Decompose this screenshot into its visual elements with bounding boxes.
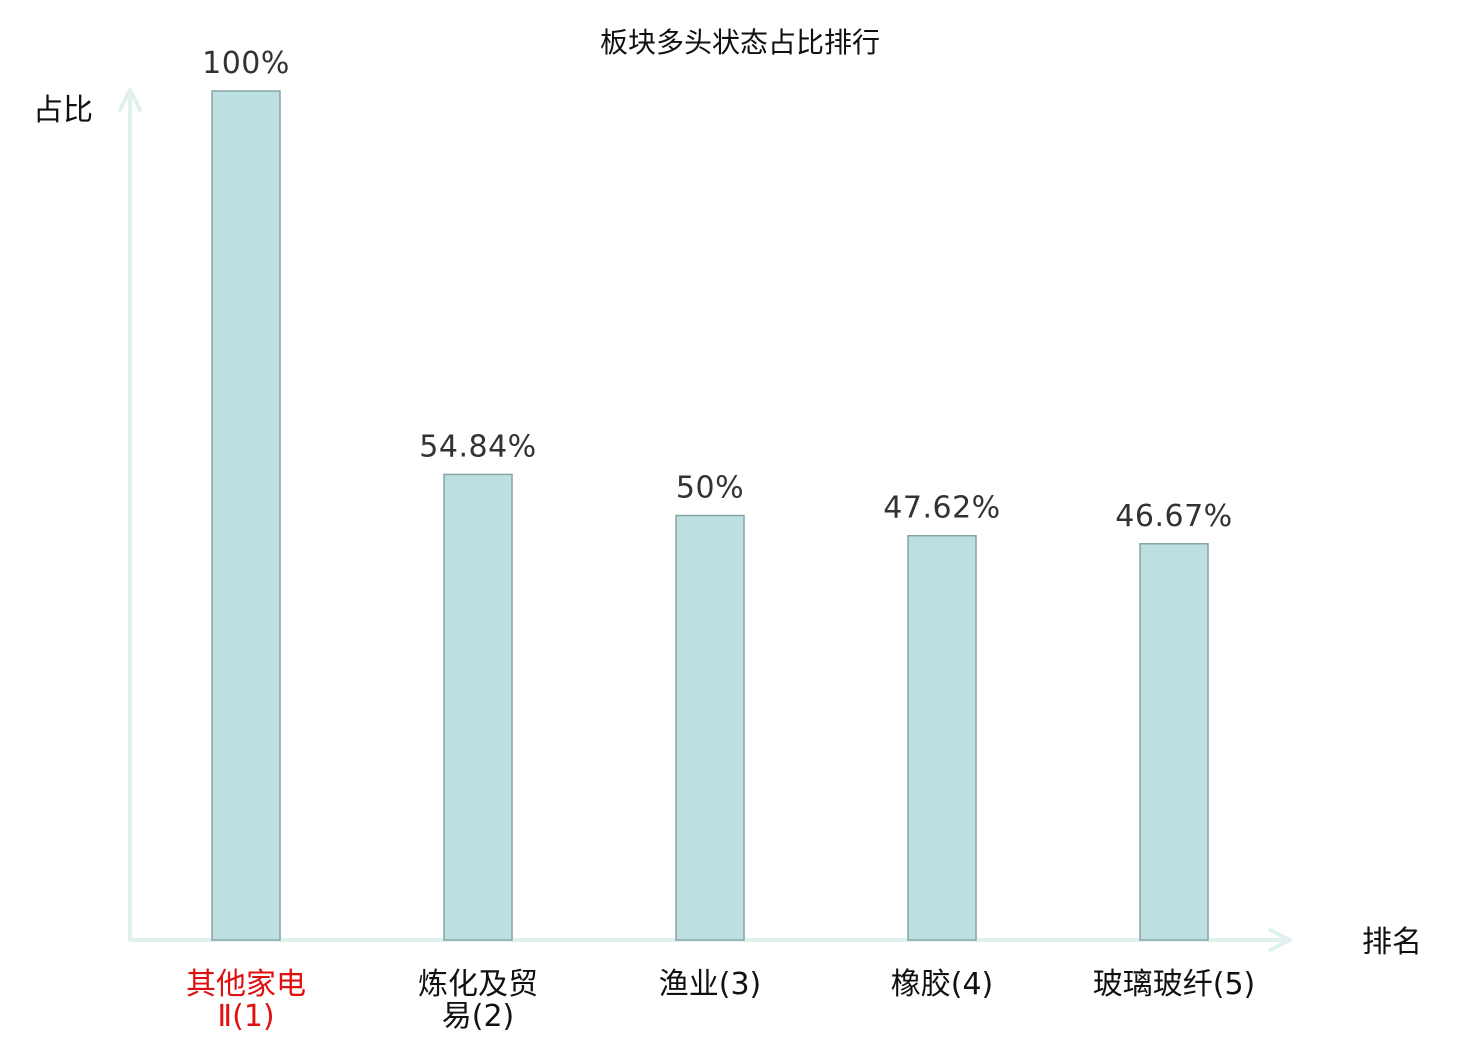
- bar: [675, 514, 745, 941]
- category-label: 玻璃玻纤(5): [1093, 967, 1256, 1002]
- bars-group: [211, 90, 1209, 941]
- bar-value-label: 46.67%: [1115, 499, 1232, 534]
- category-label-continued: Ⅱ(1): [217, 999, 274, 1034]
- chart-title: 板块多头状态占比排行: [600, 26, 880, 59]
- y-axis-label: 占比: [33, 93, 93, 128]
- category-label: 渔业(3): [659, 967, 762, 1002]
- bar-value-label: 50%: [676, 471, 744, 506]
- y-axis-arrow: [118, 88, 142, 112]
- bar-value-label: 100%: [202, 46, 290, 81]
- bar-value-label: 54.84%: [419, 429, 536, 464]
- bar-value-label: 47.62%: [883, 491, 1000, 526]
- category-label-continued: 易(2): [442, 999, 515, 1034]
- bar: [1139, 543, 1209, 941]
- bar: [211, 90, 281, 941]
- category-label: 其他家电: [186, 967, 306, 1002]
- bar: [443, 473, 513, 941]
- category-label: 橡胶(4): [891, 967, 994, 1002]
- category-label: 炼化及贸: [418, 967, 538, 1002]
- bar: [907, 534, 977, 941]
- x-axis-label: 排名: [1362, 925, 1422, 960]
- value-labels-group: 100% 54.84% 50% 47.62% 46.67%: [202, 46, 1232, 534]
- x-axis-arrow: [1268, 928, 1292, 952]
